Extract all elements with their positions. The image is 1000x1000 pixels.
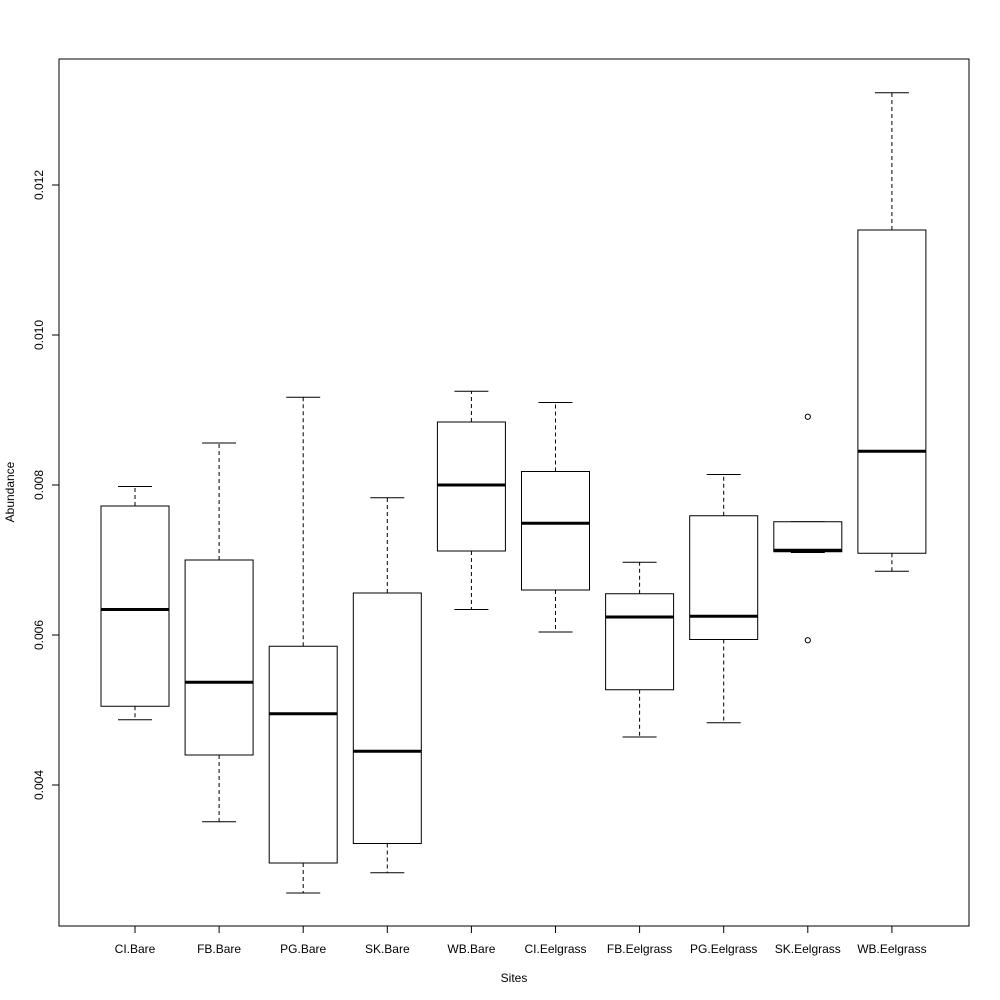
box-CI.Bare [100, 486, 170, 721]
iqr-box [857, 229, 927, 554]
y-tick-label: 0.012 [32, 170, 46, 200]
boxes-layer [100, 92, 927, 894]
x-axis-title: Sites [501, 971, 528, 985]
x-tick-label: CI.Bare [115, 942, 156, 956]
box-SK.Eelgrass [773, 413, 843, 644]
box-WB.Eelgrass [857, 92, 927, 572]
box-PG.Eelgrass [689, 474, 759, 724]
iqr-box [184, 559, 254, 756]
x-tick-label: SK.Eelgrass [775, 942, 841, 956]
y-tick-label: 0.006 [32, 620, 46, 650]
box-PG.Bare [268, 396, 338, 894]
x-tick-label: PG.Eelgrass [690, 942, 757, 956]
iqr-box [268, 645, 338, 864]
x-tick-label: FB.Eelgrass [607, 942, 672, 956]
x-tick-label: CI.Eelgrass [524, 942, 586, 956]
iqr-box [773, 521, 843, 553]
y-tick-label: 0.008 [32, 470, 46, 500]
outlier-point [804, 637, 811, 644]
iqr-box [521, 471, 590, 591]
iqr-box [689, 515, 759, 640]
outlier-point [804, 413, 811, 420]
box-SK.Bare [352, 497, 422, 874]
x-tick-label: FB.Bare [197, 942, 241, 956]
x-tick-label: SK.Bare [365, 942, 410, 956]
box-WB.Bare [436, 390, 506, 610]
iqr-box [605, 593, 675, 691]
box-FB.Eelgrass [605, 561, 675, 738]
y-tick-label: 0.010 [32, 320, 46, 350]
x-tick-label: WB.Bare [447, 942, 495, 956]
box-FB.Bare [184, 442, 254, 823]
y-tick-label: 0.004 [32, 770, 46, 800]
iqr-box [100, 505, 170, 707]
y-axis: 0.004 0.006 0.008 0.010 0.012 [32, 170, 59, 800]
x-tick-label: PG.Bare [280, 942, 326, 956]
y-axis-title: Abundance [3, 461, 17, 522]
plot-frame [58, 58, 970, 927]
box-CI.Eelgrass [521, 402, 590, 633]
iqr-box [352, 592, 422, 844]
x-tick-label: WB.Eelgrass [857, 942, 926, 956]
x-axis: CI.Bare FB.Bare PG.Bare SK.Bare WB.Bare CI.Ee… [115, 926, 927, 956]
